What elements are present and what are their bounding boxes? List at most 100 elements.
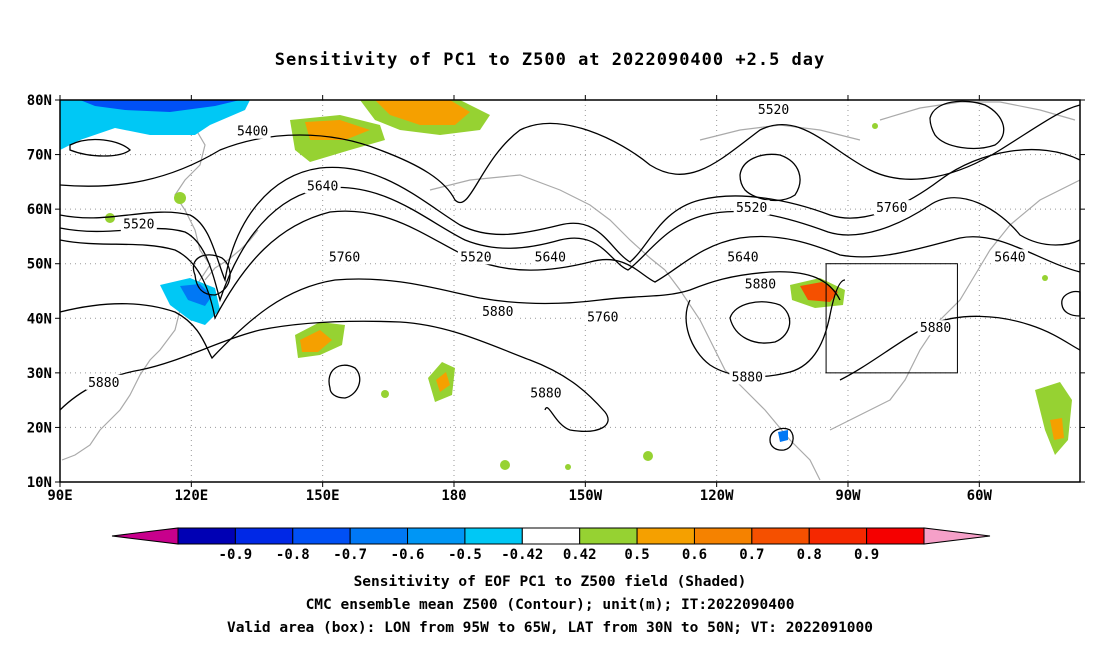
lat-label: 60N: [27, 202, 52, 218]
north-pacific-orange-region: [305, 120, 370, 140]
contour-high-pacific: [328, 364, 361, 399]
colorbar-segment: [521, 527, 581, 545]
colorbar-segment: [349, 527, 409, 545]
contour-label-bg: [733, 200, 770, 216]
contour-label: 5640: [727, 250, 758, 265]
colorbar-segment: [292, 527, 351, 545]
valid-area-box: [825, 263, 958, 374]
contour-label: 5880: [920, 321, 951, 336]
contour-label: 5640: [307, 179, 338, 194]
sensitivity-map: 5400 5520 5640 5520 5760 5520 5640 5520 5640 5760…: [27, 93, 1085, 563]
contour-label: 5880: [530, 387, 561, 402]
lat-label: 10N: [27, 475, 52, 491]
green-dot-8: [872, 123, 878, 129]
green-dot-5: [643, 451, 653, 461]
greenland-coast: [879, 101, 1076, 121]
na-east-coast: [829, 179, 1081, 431]
colorbar-label: 0.42: [563, 547, 597, 563]
colorbar-segment: [407, 527, 466, 545]
contour-5880-1: [59, 271, 841, 360]
colorbar-label: 0.6: [682, 547, 707, 563]
green-dot-4: [500, 460, 510, 470]
contour-label: 5880: [745, 278, 776, 293]
lon-label: 120E: [174, 488, 208, 504]
contour-label: 5880: [482, 305, 513, 320]
green-dot-3: [381, 390, 389, 398]
alaska-coast: [429, 174, 666, 271]
contour-label: 5880: [88, 376, 119, 391]
contour-label-bg: [326, 249, 363, 265]
green-dot-7: [1042, 275, 1048, 281]
lat-label: 30N: [27, 366, 52, 382]
arctic-dark-blue-region: [80, 100, 240, 112]
colorbar-segment: [636, 527, 695, 545]
colorbar-segment: [866, 527, 925, 545]
mexico-blue-dot: [778, 430, 788, 442]
contour-5400-polar: [69, 138, 131, 157]
contour-high-atlantic: [1061, 290, 1081, 317]
colorbar-segment: [923, 527, 991, 545]
lon-label: 90E: [47, 488, 72, 504]
contour-5880-2: [59, 320, 609, 432]
sensitivity-shading: [60, 100, 1072, 470]
contour-label-bg: [873, 200, 910, 216]
lat-label: 20N: [27, 420, 52, 436]
colorbar-label: -0.8: [276, 547, 310, 563]
lat-label: 50N: [27, 257, 52, 273]
contour-label: 5760: [587, 310, 618, 325]
latitude-axis: 80N 70N 60N 50N 40N 30N 20N 10N: [27, 93, 1085, 491]
colorbar-label: -0.6: [391, 547, 425, 563]
arctic-orange-region: [375, 100, 470, 125]
green-dot-2: [105, 213, 115, 223]
contour-label: 5520: [736, 201, 767, 216]
contour-low-japan: [192, 254, 231, 296]
contour-label: 5880: [732, 370, 763, 385]
colorbar-segment: [177, 527, 236, 545]
z500-contours: [59, 100, 1081, 451]
contour-5520-1: [59, 149, 1081, 283]
lon-label: 150W: [568, 488, 602, 504]
contour-label-bg: [234, 123, 271, 139]
colorbar-label: -0.42: [501, 547, 543, 563]
colorbar-label: 0.7: [739, 547, 764, 563]
green-dot-1: [174, 192, 186, 204]
map-frame: [59, 99, 1081, 483]
contour-label-bg: [724, 249, 761, 265]
lon-label: 180: [441, 488, 466, 504]
contour-label-bg: [85, 374, 122, 390]
contour-label: 5760: [329, 250, 360, 265]
contour-label-bg: [755, 101, 792, 117]
contour-label-bg: [479, 303, 516, 319]
lon-label: 90W: [835, 488, 861, 504]
pacific-orange-region-2: [436, 372, 450, 392]
lat-label: 40N: [27, 311, 52, 327]
contour-label-bg: [742, 276, 779, 292]
colorbar-label: -0.5: [448, 547, 482, 563]
lat-label: 70N: [27, 148, 52, 164]
colorbar-segment: [234, 527, 294, 545]
contour-label: 5520: [123, 218, 154, 233]
longitude-axis: 90E 120E 150E 180 150W 120W 90W 60W: [47, 95, 993, 504]
caption-shaded: Sensitivity of EOF PC1 to Z500 field (Sh…: [353, 574, 747, 590]
caption-valid-area: Valid area (box): LON from 95W to 65W, L…: [226, 620, 873, 636]
lat-label: 80N: [27, 93, 52, 109]
lon-label: 60W: [967, 488, 993, 504]
colorbar-label: 0.5: [624, 547, 649, 563]
map-title: Sensitivity of PC1 to Z500 at 2022090400…: [274, 50, 826, 70]
colorbar-segment: [751, 527, 810, 545]
contour-label-bg: [457, 249, 494, 265]
colorbar-segment: [693, 527, 753, 545]
contour-label: 5760: [876, 201, 907, 216]
colorbar-label: 0.8: [797, 547, 822, 563]
contour-label-bg: [584, 309, 621, 325]
colorbar: -0.9 -0.8 -0.7 -0.6 -0.5 -0.42 0.42 0.5 0.6 0.7 0.…: [111, 527, 991, 563]
contour-label: 5520: [758, 103, 789, 118]
contour-label-bg: [917, 320, 954, 336]
colorbar-segment: [111, 527, 179, 545]
green-dot-6: [565, 464, 571, 470]
contour-labels: 5400 5520 5640 5520 5760 5520 5640 5520 5640 5760…: [85, 101, 1028, 402]
contour-label: 5640: [994, 250, 1025, 265]
colorbar-segment: [808, 527, 868, 545]
pacific-orange-region-1: [300, 330, 332, 352]
colorbar-label: 0.9: [854, 547, 879, 563]
